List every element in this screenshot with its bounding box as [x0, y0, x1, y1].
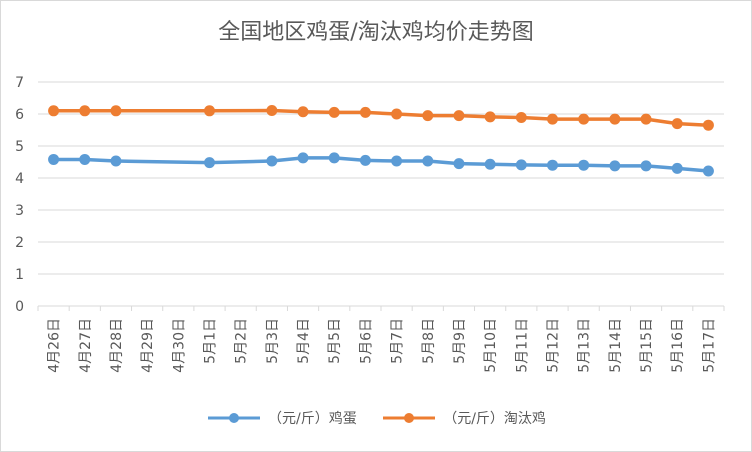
data-point	[79, 153, 91, 165]
data-point	[204, 157, 215, 169]
x-tick-label: 5月17日	[701, 318, 717, 373]
x-tick-label: 5月13日	[577, 318, 593, 373]
data-point	[79, 105, 91, 117]
data-point	[702, 165, 714, 177]
data-point	[328, 106, 340, 118]
y-tick-label: 3	[15, 203, 24, 219]
x-tick-label: 4月29日	[140, 318, 156, 373]
chart-legend: （元/斤）鸡蛋 （元/斤）淘汰鸡	[0, 408, 752, 429]
x-tick-label: 5月4日	[296, 318, 312, 364]
data-point	[578, 113, 590, 125]
x-tick-label: 5月7日	[390, 318, 406, 364]
x-tick-label: 4月30日	[171, 318, 187, 373]
x-tick-label: 5月1日	[203, 318, 219, 364]
y-tick-label: 5	[15, 139, 24, 155]
data-point	[515, 112, 527, 124]
data-point	[515, 159, 527, 171]
y-tick-label: 6	[15, 107, 24, 123]
chart-title: 全国地区鸡蛋/淘汰鸡均价走势图	[218, 20, 534, 45]
data-point	[110, 155, 122, 167]
legend-label-egg: （元/斤）鸡蛋	[268, 411, 357, 427]
data-point	[609, 160, 621, 172]
data-point	[547, 113, 558, 125]
data-point	[266, 155, 278, 167]
x-tick-label: 5月16日	[670, 318, 686, 373]
data-point	[702, 119, 714, 131]
x-tick-label: 5月8日	[421, 318, 437, 364]
data-point	[547, 159, 558, 171]
x-tick-label: 5月2日	[234, 318, 250, 364]
legend-label-hen: （元/斤）淘汰鸡	[443, 411, 546, 427]
x-tick-label: 5月12日	[546, 318, 562, 373]
data-point	[48, 153, 60, 165]
x-tick-label: 4月28日	[109, 318, 125, 373]
data-point	[328, 152, 340, 164]
x-tick-label: 5月14日	[608, 318, 624, 373]
y-tick-label: 1	[15, 267, 24, 283]
data-point	[391, 155, 403, 167]
data-point	[484, 111, 496, 123]
x-tick-label: 4月27日	[78, 318, 94, 373]
data-point	[422, 110, 434, 122]
data-point	[391, 108, 403, 120]
y-tick-label: 0	[15, 299, 24, 315]
y-tick-label: 7	[15, 75, 24, 91]
data-point	[484, 158, 496, 170]
x-tick-label: 4月26日	[47, 318, 63, 373]
data-point	[297, 106, 309, 118]
data-point	[671, 118, 683, 130]
data-point	[422, 155, 434, 167]
data-point	[453, 110, 465, 122]
data-point	[671, 162, 683, 174]
x-tick-label: 5月11日	[514, 318, 530, 373]
y-tick-label: 2	[15, 235, 24, 251]
data-point	[48, 105, 60, 117]
x-tick-label: 5月3日	[265, 318, 281, 364]
legend-marker-egg	[208, 413, 261, 423]
data-point	[453, 158, 465, 170]
data-point	[266, 104, 278, 116]
x-tick-label: 5月9日	[452, 318, 468, 364]
data-point	[359, 106, 371, 118]
data-point	[640, 160, 652, 172]
data-point	[359, 154, 371, 166]
x-tick-label: 5月6日	[358, 318, 374, 364]
y-tick-label: 4	[15, 171, 24, 187]
data-point	[640, 113, 652, 125]
data-point	[297, 152, 309, 164]
data-point	[110, 105, 122, 117]
data-point	[578, 159, 590, 171]
x-tick-label: 5月10日	[483, 318, 499, 373]
x-tick-label: 5月15日	[639, 318, 655, 373]
legend-item-hen: （元/斤）淘汰鸡	[381, 408, 546, 428]
data-point	[204, 105, 215, 117]
legend-item-egg: （元/斤）鸡蛋	[206, 408, 357, 428]
data-point	[609, 113, 621, 125]
x-tick-label: 5月5日	[327, 318, 343, 364]
legend-marker-hen	[383, 413, 436, 423]
